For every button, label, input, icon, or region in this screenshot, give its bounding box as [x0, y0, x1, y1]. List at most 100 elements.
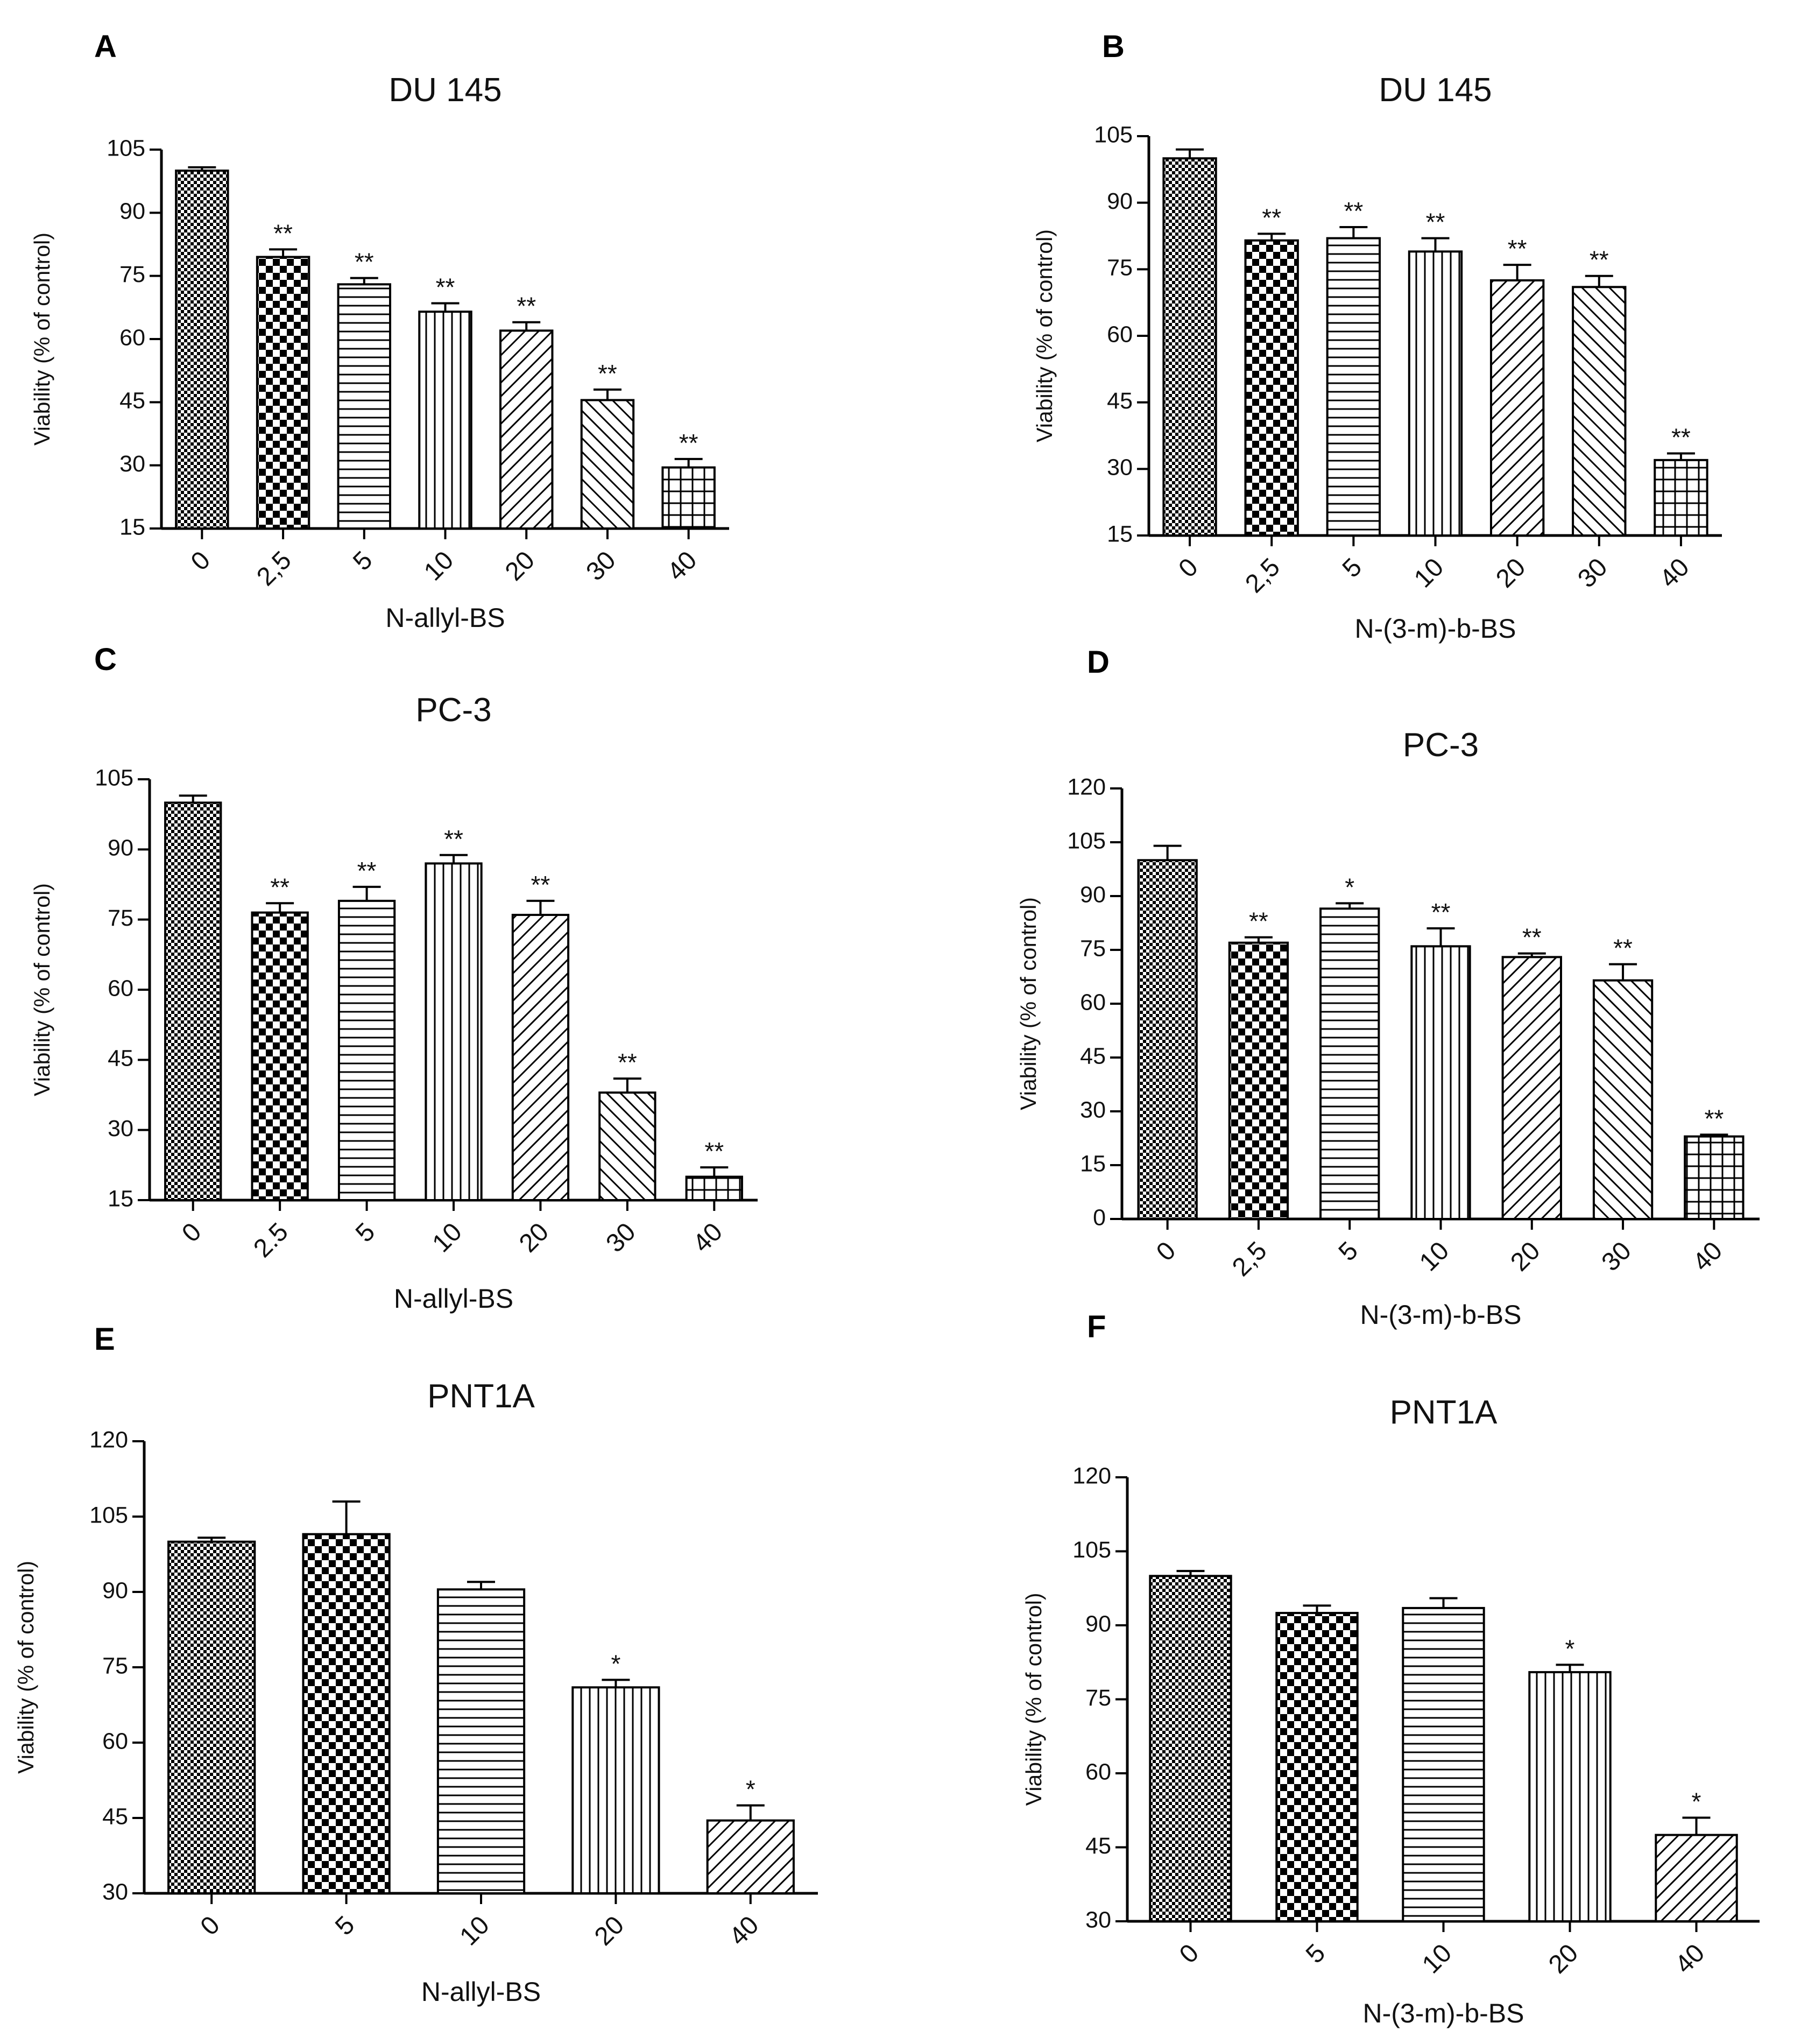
bar — [499, 329, 554, 530]
error-bar — [467, 1581, 495, 1590]
chart-title: PNT1A — [1390, 1394, 1498, 1431]
bar — [1592, 979, 1654, 1220]
y-tick-label: 105 — [1072, 1537, 1111, 1563]
y-tick-label: 120 — [89, 1427, 128, 1453]
significance-marker: ** — [1508, 235, 1527, 263]
x-tick-label: 20 — [514, 1217, 554, 1258]
y-tick-label: 105 — [1094, 122, 1133, 147]
significance-marker: ** — [1431, 898, 1451, 926]
y-tick-label: 60 — [1107, 321, 1133, 347]
significance-marker: ** — [1671, 423, 1691, 451]
error-bar — [593, 388, 622, 400]
bar — [425, 862, 483, 1201]
x-tick-label: 40 — [1654, 553, 1694, 593]
error-bar — [1303, 1604, 1331, 1613]
y-tick-label: 75 — [1085, 1685, 1111, 1711]
x-tick-label: 2,5 — [1240, 553, 1286, 598]
chart-panel-a: A DU 145 Viability (% of control) N-allyl-B… — [30, 29, 729, 633]
error-bar — [350, 277, 378, 285]
bar — [1228, 941, 1289, 1220]
y-tick-label: 75 — [1080, 935, 1106, 961]
bar — [436, 1588, 526, 1894]
error-bar — [602, 1679, 630, 1688]
y-tick-label: 120 — [1067, 774, 1106, 800]
y-tick-label: 60 — [119, 325, 145, 350]
significance-marker: ** — [436, 273, 455, 301]
significance-marker: ** — [517, 292, 536, 320]
y-tick-label: 90 — [102, 1577, 128, 1603]
x-tick-label: 20 — [1505, 1236, 1545, 1277]
x-tick-label: 5 — [1337, 553, 1367, 583]
error-bar — [1336, 902, 1364, 909]
significance-marker: ** — [598, 360, 617, 387]
x-tick-label: 20 — [1491, 553, 1531, 593]
bar — [1319, 907, 1380, 1221]
bar — [167, 1540, 256, 1895]
chart-title: PC-3 — [415, 692, 491, 729]
x-tick-label: 20 — [1543, 1939, 1584, 1979]
x-axis-label: N-allyl-BS — [385, 603, 505, 633]
y-axis-label: Viability (% of control) — [1032, 229, 1057, 442]
significance-marker: ** — [1590, 246, 1609, 274]
bar — [685, 1175, 743, 1202]
panels: A DU 145 Viability (% of control) N-allyl-B… — [13, 29, 1760, 2028]
bar — [706, 1819, 795, 1895]
error-bar — [1682, 1816, 1711, 1835]
error-bar — [188, 166, 216, 171]
chart-title: PNT1A — [427, 1378, 535, 1415]
bar — [1137, 859, 1198, 1221]
chart-title: DU 145 — [1379, 72, 1492, 109]
error-bar — [1585, 274, 1613, 287]
x-tick-label: 0 — [1173, 553, 1203, 583]
y-axis-label: Viability (% of control) — [30, 232, 54, 446]
significance-marker: ** — [355, 248, 374, 276]
error-bar — [1153, 844, 1182, 861]
x-tick-label: 10 — [1417, 1939, 1457, 1979]
bar — [598, 1091, 656, 1201]
significance-marker: ** — [531, 871, 550, 899]
panel-label: D — [1087, 645, 1110, 680]
significance-marker: ** — [1704, 1104, 1724, 1132]
y-tick-label: 105 — [95, 765, 133, 791]
y-tick-label: 90 — [108, 835, 133, 861]
bar — [1572, 286, 1627, 537]
bar — [1408, 250, 1463, 537]
error-bar — [1426, 927, 1455, 947]
error-bar — [1176, 148, 1204, 159]
y-tick-label: 60 — [1080, 989, 1106, 1015]
y-axis-label: Viability (% of control) — [13, 1561, 38, 1774]
chart-panel-c: C PC-3 Viability (% of control) N-allyl-BS 1… — [30, 642, 758, 1314]
y-tick-label: 30 — [119, 451, 145, 477]
significance-marker: ** — [1249, 907, 1268, 935]
error-bar — [1421, 237, 1450, 252]
x-tick-label: 30 — [1597, 1236, 1637, 1277]
chart-panel-f: F PNT1A Viability (% of control) N-(3-m)-b-… — [1021, 1309, 1760, 2028]
x-tick-label: 0 — [1151, 1236, 1181, 1266]
error-bar — [431, 302, 460, 312]
significance-marker: ** — [1262, 203, 1281, 231]
bar — [337, 899, 396, 1201]
y-tick-label: 45 — [108, 1046, 133, 1072]
chart-panel-d: D PC-3 Viability (% of control) N-(3-m)-b-B… — [1016, 645, 1760, 1330]
y-tick-label: 30 — [102, 1879, 128, 1905]
x-axis-label: N-allyl-BS — [394, 1284, 513, 1314]
x-tick-label: 30 — [601, 1217, 641, 1258]
bar — [337, 283, 392, 530]
significance-marker: ** — [1344, 197, 1363, 225]
bar — [251, 911, 309, 1201]
bar — [302, 1533, 391, 1895]
bar — [175, 170, 229, 530]
error-bar — [613, 1077, 641, 1093]
error-bar — [1556, 1664, 1584, 1673]
y-tick-label: 90 — [119, 199, 145, 224]
y-tick-label: 45 — [119, 388, 145, 414]
x-tick-label: 0 — [186, 546, 216, 576]
x-tick-label: 5 — [330, 1911, 360, 1941]
significance-marker: * — [746, 1775, 755, 1803]
bar — [580, 399, 635, 530]
y-tick-label: 75 — [102, 1653, 128, 1679]
x-tick-label: 0 — [1174, 1939, 1204, 1969]
x-tick-label: 40 — [1687, 1236, 1728, 1277]
significance-marker: ** — [357, 857, 377, 885]
